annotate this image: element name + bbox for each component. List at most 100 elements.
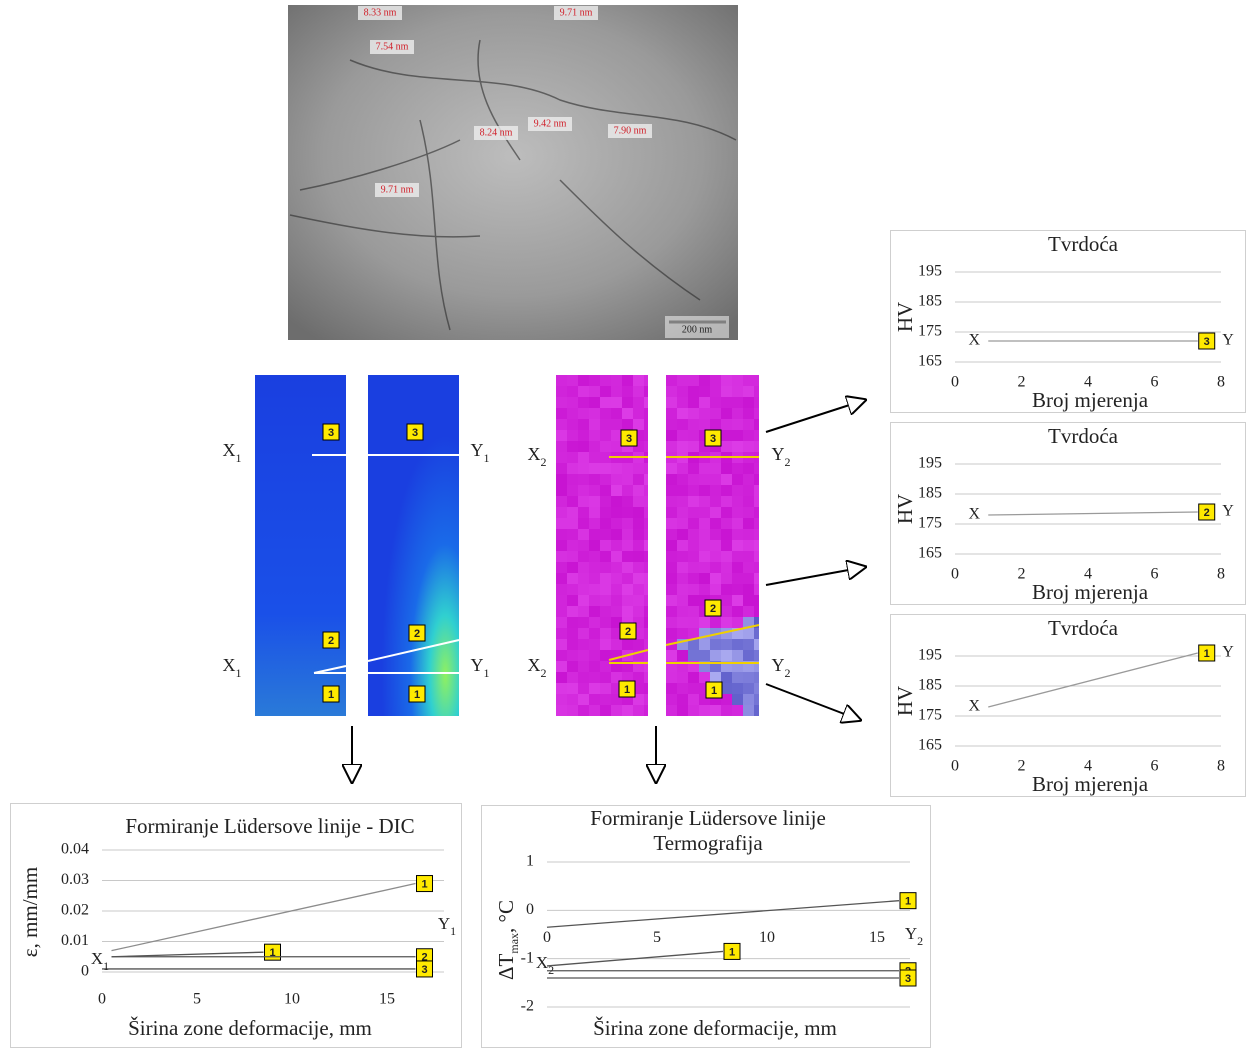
thermo-pixel xyxy=(699,507,710,518)
thermo-pixel xyxy=(754,474,759,485)
chart-title: Tvrdoća xyxy=(1048,424,1119,448)
thermo-pixel xyxy=(611,705,622,716)
thermo-pixel xyxy=(743,672,754,683)
thermo-pixel xyxy=(611,683,622,694)
thermo-pixel xyxy=(743,419,754,430)
thermo-pixel xyxy=(688,584,699,595)
marker-box xyxy=(705,681,723,699)
thermo-pixel xyxy=(754,430,759,441)
thermo-pixel xyxy=(567,617,578,628)
thermo-pixel xyxy=(622,562,633,573)
thermo-pixel xyxy=(589,441,600,452)
thermo-pixel xyxy=(666,408,677,419)
y-tick-label: 185 xyxy=(918,293,942,310)
thermo-pixel xyxy=(721,661,732,672)
thermo-pixel xyxy=(699,562,710,573)
thermo-pixel xyxy=(743,595,754,606)
thermo-pixel xyxy=(710,584,721,595)
y-tick-label: 195 xyxy=(918,647,942,664)
thermo-pixel xyxy=(589,705,600,716)
thermo-pixel xyxy=(677,408,688,419)
marker-box xyxy=(416,960,433,978)
thermo-pixel xyxy=(556,518,567,529)
thermo-pixel xyxy=(732,507,743,518)
thermo-pixel xyxy=(666,584,677,595)
thermo-pixel xyxy=(622,551,633,562)
marker-label: 2 xyxy=(625,626,631,638)
thermo-pixel xyxy=(633,474,644,485)
y-tick-label: 175 xyxy=(918,323,942,340)
thermo-pixel xyxy=(743,661,754,672)
thermo-pixel xyxy=(688,518,699,529)
label-text: X xyxy=(91,949,103,968)
thermo-pixel xyxy=(611,573,622,584)
thermo-pixel xyxy=(699,386,710,397)
thermo-pixel xyxy=(721,463,732,474)
thermo-pixel xyxy=(732,661,743,672)
thermo-pixel xyxy=(644,463,648,474)
x-tick-label: 5 xyxy=(653,929,661,946)
thermo-pixel xyxy=(633,606,644,617)
series-line xyxy=(546,900,900,928)
x-tick-label: 4 xyxy=(1084,374,1092,391)
label-text: Y xyxy=(471,440,484,460)
thermo-pixel xyxy=(644,639,648,650)
thermo-pixel xyxy=(578,507,589,518)
thermo-pixel xyxy=(556,375,567,386)
thermo-pixel xyxy=(721,672,732,683)
marker-box xyxy=(1198,332,1216,350)
thermo-pixel xyxy=(644,661,648,672)
thermo-pixel xyxy=(589,650,600,661)
thermo-pixel xyxy=(666,595,677,606)
thermo-pixel xyxy=(556,573,567,584)
y-tick-label: 0.03 xyxy=(61,871,89,888)
measurement-label: 8.24 nm xyxy=(480,127,513,138)
x-tick-label: 0 xyxy=(543,929,551,946)
thermo-pixel xyxy=(600,507,611,518)
label-text: Y xyxy=(438,914,450,933)
thermo-pixel xyxy=(633,408,644,419)
thermo-pixel xyxy=(644,441,648,452)
thermo-pixel xyxy=(556,474,567,485)
thermo-pixel xyxy=(666,474,677,485)
arrow xyxy=(765,683,860,720)
thermo-pixel xyxy=(589,397,600,408)
thermo-pixel xyxy=(633,573,644,584)
thermo-pixel xyxy=(556,551,567,562)
y-tick-label: 195 xyxy=(918,455,942,472)
thermo-pixel xyxy=(622,661,633,672)
label-subscript: 2 xyxy=(541,455,547,469)
thermo-pixel xyxy=(578,606,589,617)
thermo-pixel xyxy=(611,694,622,705)
thermo-pixel xyxy=(677,650,688,661)
thermo-pixel xyxy=(556,441,567,452)
thermo-pixel xyxy=(600,606,611,617)
marker-label: 1 xyxy=(269,947,275,959)
thermo-pixel xyxy=(710,518,721,529)
thermo-pixel xyxy=(743,606,754,617)
thermo-pixel xyxy=(611,463,622,474)
thermo-pixel xyxy=(556,452,567,463)
x-tick-label: 8 xyxy=(1217,566,1225,583)
thermo-pixel xyxy=(754,573,759,584)
thermo-pixel xyxy=(754,562,759,573)
y-tick-label: 175 xyxy=(918,707,942,724)
x-tick-label: 2 xyxy=(1018,758,1026,775)
chart-frame xyxy=(890,614,1246,797)
thermo-pixel xyxy=(633,694,644,705)
marker-box xyxy=(322,423,340,441)
thermo-pixel xyxy=(666,661,677,672)
thermo-pixel xyxy=(732,463,743,474)
thermo-pixel xyxy=(732,529,743,540)
thermo-pixel xyxy=(699,672,710,683)
chart-frame xyxy=(890,230,1246,413)
thermo-pixel xyxy=(578,452,589,463)
thermo-pixel xyxy=(677,551,688,562)
thermo-pixel xyxy=(666,518,677,529)
thermo-pixel xyxy=(754,617,759,628)
thermo-pixel xyxy=(589,452,600,463)
measurement-label: 8.33 nm xyxy=(364,7,397,18)
thermo-pixel xyxy=(677,386,688,397)
thermo-pixel xyxy=(666,694,677,705)
thermo-pixel xyxy=(611,672,622,683)
